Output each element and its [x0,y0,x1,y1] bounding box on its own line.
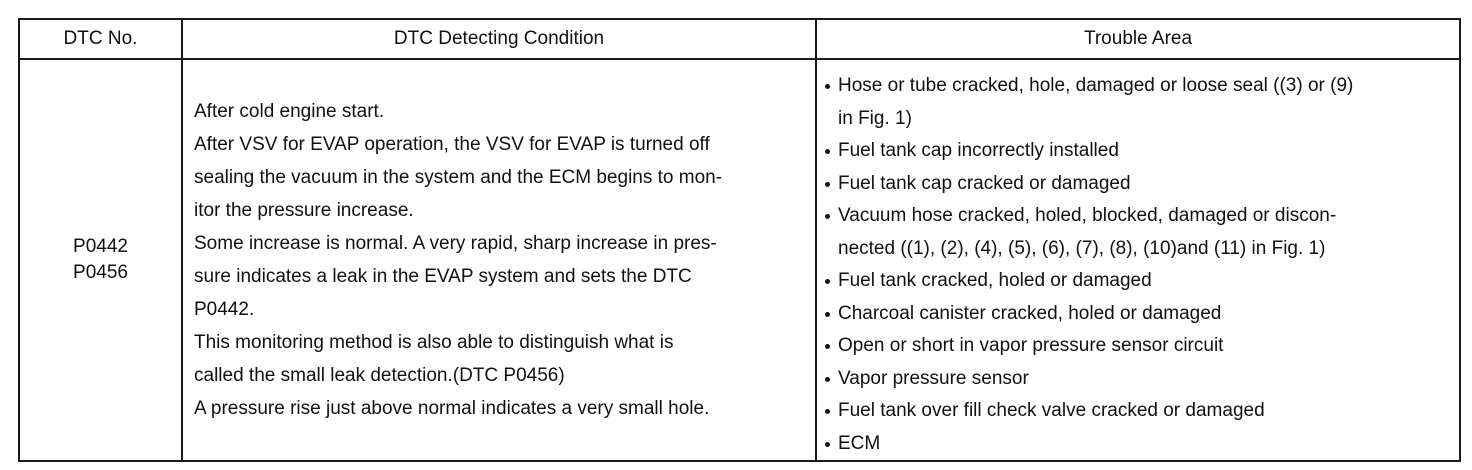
header-row: DTC No. DTC Detecting Condition Trouble … [18,18,1461,60]
header-trouble-area: Trouble Area [815,18,1461,60]
condition-line: Some increase is normal. A very rapid, s… [194,233,717,254]
trouble-item: Vacuum hose cracked, holed, blocked, dam… [824,200,1451,265]
trouble-item: ECM [824,428,1451,461]
trouble-item-line: Vapor pressure sensor [838,367,1029,389]
trouble-item: Fuel tank over fill check valve cracked … [824,395,1451,428]
condition-cell: After cold engine start. After VSV for E… [181,58,817,462]
dtc-code: P0456 [73,262,128,283]
trouble-item: Vapor pressure sensor [824,363,1451,396]
condition-line: itor the pressure increase. [194,200,414,221]
header-dtc-no: DTC No. [18,18,183,60]
trouble-item: Fuel tank cracked, holed or damaged [824,265,1451,298]
trouble-item-line: Fuel tank over fill check valve cracked … [838,400,1265,421]
trouble-item-line: nected ((1), (2), (4), (5), (6), (7), (8… [838,237,1326,259]
condition-line: sealing the vacuum in the system and the… [194,167,723,188]
dtc-table: DTC No. DTC Detecting Condition Trouble … [18,18,1461,462]
header-condition: DTC Detecting Condition [181,18,817,60]
dtc-code-cell: P0442 P0456 [18,58,183,462]
trouble-item-line: Fuel tank cap cracked or damaged [838,172,1131,194]
trouble-item-line: Vacuum hose cracked, holed, blocked, dam… [838,205,1337,226]
trouble-item: Open or short in vapor pressure sensor c… [824,330,1451,363]
trouble-item-line: in Fig. 1) [838,107,912,129]
condition-line: After cold engine start. [194,101,385,122]
trouble-item: Fuel tank cap incorrectly installed [824,135,1451,168]
trouble-item-line: Open or short in vapor pressure sensor c… [838,335,1224,356]
trouble-item-line: Hose or tube cracked, hole, damaged or l… [838,75,1354,96]
condition-line: A pressure rise just above normal indica… [194,398,710,419]
trouble-item-line: Fuel tank cap incorrectly installed [838,140,1119,161]
dtc-code: P0442 [73,236,128,257]
trouble-item: Hose or tube cracked, hole, damaged or l… [824,70,1451,135]
condition-line: This monitoring method is also able to d… [194,332,674,353]
condition-line: called the small leak detection.(DTC P04… [194,365,565,386]
trouble-area-cell: Hose or tube cracked, hole, damaged or l… [815,58,1461,462]
condition-line: P0442. [194,299,255,320]
condition-line: After VSV for EVAP operation, the VSV fo… [194,134,710,155]
trouble-item-line: Fuel tank cracked, holed or damaged [838,270,1152,291]
trouble-item-line: ECM [838,432,881,454]
condition-line: sure indicates a leak in the EVAP system… [194,266,692,287]
table-row: P0442 P0456 After cold engine start. Aft… [18,58,1461,462]
trouble-item: Charcoal canister cracked, holed or dama… [824,298,1451,331]
trouble-item-line: Charcoal canister cracked, holed or dama… [838,302,1222,324]
trouble-item: Fuel tank cap cracked or damaged [824,168,1451,201]
